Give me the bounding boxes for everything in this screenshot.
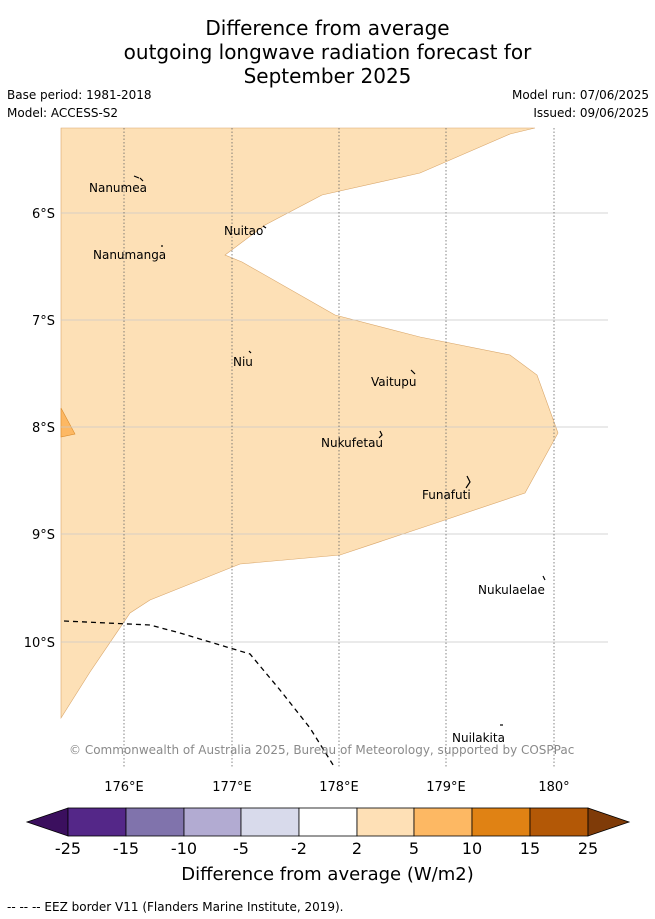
model-run: Model run: 07/06/2025 bbox=[511, 88, 649, 102]
colorbar-tick: 2 bbox=[352, 839, 362, 858]
colorbar-segment-1 bbox=[67, 807, 127, 837]
colorbar-extend-high bbox=[587, 807, 631, 837]
latitude-gridlines bbox=[61, 212, 608, 643]
island-funafuti bbox=[465, 475, 471, 489]
lon-label-179e: 179°E bbox=[426, 780, 466, 795]
anomaly-region-2-to-5 bbox=[60, 127, 559, 720]
lat-label-10s: 10°S bbox=[24, 636, 55, 651]
colorbar-tick: -10 bbox=[171, 839, 197, 858]
colorbar-segment-7 bbox=[413, 807, 473, 837]
map-figure: 6°S 7°S 8°S 9°S 10°S 176°E 177°E 178°E 1… bbox=[24, 127, 631, 858]
model-name: Model: ACCESS-S2 bbox=[7, 106, 119, 120]
lon-label-180: 180° bbox=[538, 780, 569, 795]
place-label-funafuti: Funafuti bbox=[422, 488, 471, 502]
colorbar-tick: 10 bbox=[462, 839, 482, 858]
colorbar-segment-6 bbox=[356, 807, 415, 837]
title-line-2: outgoing longwave radiation forecast for bbox=[123, 40, 532, 64]
island-nuitao bbox=[262, 225, 267, 229]
lat-label-8s: 8°S bbox=[32, 421, 55, 436]
place-label-nukulaelae: Nukulaelae bbox=[478, 583, 545, 597]
colorbar-tick: -5 bbox=[233, 839, 249, 858]
copyright-notice: © Commonwealth of Australia 2025, Bureau… bbox=[69, 743, 574, 757]
eez-border-line bbox=[63, 620, 336, 769]
place-label-nukufetau: Nukufetau bbox=[321, 436, 383, 450]
island-nanumea bbox=[133, 175, 144, 182]
issued-date: Issued: 09/06/2025 bbox=[533, 106, 649, 120]
lat-label-7s: 7°S bbox=[32, 314, 55, 329]
colorbar-segment-9 bbox=[529, 807, 589, 837]
title-line-3: September 2025 bbox=[243, 64, 412, 88]
place-label-nuitao: Nuitao bbox=[224, 224, 263, 238]
lon-label-178e: 178°E bbox=[319, 780, 359, 795]
island-niu bbox=[248, 350, 252, 354]
lat-label-6s: 6°S bbox=[32, 207, 55, 222]
island-nukulaelae bbox=[542, 575, 546, 581]
colorbar-tick: -15 bbox=[113, 839, 139, 858]
place-label-nanumea: Nanumea bbox=[89, 181, 147, 195]
eez-footnote: -- -- -- EEZ border V11 (Flanders Marine… bbox=[7, 900, 344, 914]
lon-label-176e: 176°E bbox=[104, 780, 144, 795]
base-period: Base period: 1981-2018 bbox=[7, 88, 152, 102]
colorbar-segment-4 bbox=[240, 807, 300, 837]
island-nukufetau bbox=[378, 430, 383, 439]
title-line-1: Difference from average bbox=[205, 16, 450, 40]
lat-label-9s: 9°S bbox=[32, 528, 55, 543]
anomaly-region-5-to-10 bbox=[60, 407, 76, 438]
place-label-vaitupu: Vaitupu bbox=[371, 375, 417, 389]
colorbar-tick: 25 bbox=[578, 839, 598, 858]
place-label-nanumanga: Nanumanga bbox=[93, 248, 166, 262]
colorbar-segment-8 bbox=[471, 807, 531, 837]
colorbar-title: Difference from average (W/m2) bbox=[181, 864, 474, 885]
colorbar-extend-low bbox=[25, 807, 69, 837]
chart-title: Difference from average outgoing longwav… bbox=[0, 16, 655, 88]
colorbar-tick: 5 bbox=[409, 839, 419, 858]
place-label-nuilakita: Nuilakita bbox=[452, 731, 505, 745]
longitude-gridlines bbox=[123, 128, 555, 768]
lon-label-177e: 177°E bbox=[212, 780, 252, 795]
island-vaitupu bbox=[410, 369, 416, 375]
colorbar-segment-5 bbox=[298, 807, 358, 837]
colorbar-tick: -25 bbox=[55, 839, 81, 858]
colorbar-tick: -2 bbox=[291, 839, 307, 858]
colorbar-segment-2 bbox=[125, 807, 185, 837]
island-shapes bbox=[133, 175, 546, 726]
place-label-niu: Niu bbox=[233, 355, 253, 369]
colorbar-tick: 15 bbox=[520, 839, 540, 858]
colorbar-segment-3 bbox=[183, 807, 242, 837]
colorbar bbox=[25, 807, 631, 837]
